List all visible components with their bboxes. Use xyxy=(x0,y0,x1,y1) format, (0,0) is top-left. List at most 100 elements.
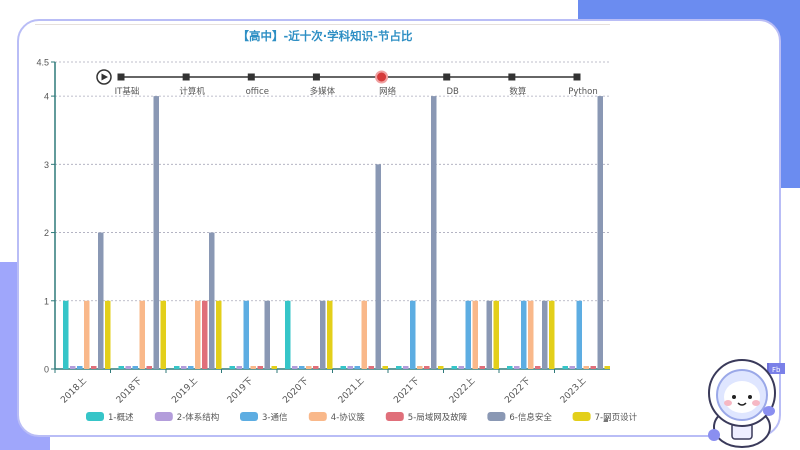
bar[interactable] xyxy=(299,366,305,369)
bar[interactable] xyxy=(105,300,111,369)
bar[interactable] xyxy=(98,232,104,369)
bar[interactable] xyxy=(382,366,389,369)
bar[interactable] xyxy=(63,300,69,369)
bar[interactable] xyxy=(292,366,298,369)
timeline-label[interactable]: DB xyxy=(447,87,460,97)
bar[interactable] xyxy=(521,300,527,369)
bar[interactable] xyxy=(590,366,597,369)
timeline-label[interactable]: IT基础 xyxy=(115,86,140,97)
legend-swatch[interactable] xyxy=(154,412,173,421)
timeline-node[interactable] xyxy=(312,73,320,81)
legend-item[interactable]: 7-网页设计 xyxy=(595,412,638,423)
bar[interactable] xyxy=(431,96,437,369)
bar[interactable] xyxy=(77,366,83,369)
bar[interactable] xyxy=(84,300,90,369)
bar[interactable] xyxy=(306,366,312,369)
bar[interactable] xyxy=(153,96,160,369)
bar[interactable] xyxy=(514,366,520,369)
legend-swatch[interactable] xyxy=(572,412,591,421)
resize-handle-icon[interactable] xyxy=(603,417,608,422)
bar[interactable] xyxy=(174,366,180,369)
timeline-node[interactable] xyxy=(573,73,581,81)
bar[interactable] xyxy=(549,300,555,369)
bar[interactable] xyxy=(583,366,590,369)
bar[interactable] xyxy=(250,366,257,369)
bar[interactable] xyxy=(216,300,222,369)
bar[interactable] xyxy=(243,300,250,369)
bar[interactable] xyxy=(347,366,354,369)
bar[interactable] xyxy=(569,366,576,369)
legend-swatch[interactable] xyxy=(86,412,104,421)
bar[interactable] xyxy=(271,366,278,369)
bar[interactable] xyxy=(424,366,430,369)
bar[interactable] xyxy=(209,232,215,369)
timeline-node[interactable] xyxy=(247,73,255,81)
bar[interactable] xyxy=(375,164,382,369)
bar[interactable] xyxy=(257,366,264,369)
bar[interactable] xyxy=(236,366,243,369)
bar[interactable] xyxy=(70,366,76,369)
bar[interactable] xyxy=(507,366,513,369)
legend-swatch[interactable] xyxy=(487,412,506,421)
bar[interactable] xyxy=(451,366,458,369)
bar[interactable] xyxy=(417,366,423,369)
bar[interactable] xyxy=(535,366,541,369)
bar[interactable] xyxy=(403,366,409,369)
bar[interactable] xyxy=(528,300,534,369)
bar[interactable] xyxy=(91,366,97,369)
bar[interactable] xyxy=(597,96,604,369)
bar[interactable] xyxy=(132,366,139,369)
timeline-label[interactable]: Python xyxy=(568,87,597,97)
bar[interactable] xyxy=(313,366,319,369)
bar[interactable] xyxy=(361,300,368,369)
bar[interactable] xyxy=(264,300,271,369)
legend-item[interactable]: 6-信息安全 xyxy=(509,412,552,423)
bar[interactable] xyxy=(604,366,611,369)
timeline-node-active[interactable] xyxy=(375,70,389,84)
bar[interactable] xyxy=(472,300,479,369)
bar[interactable] xyxy=(181,366,187,369)
bar[interactable] xyxy=(410,300,416,369)
bar[interactable] xyxy=(542,300,548,369)
legend-item[interactable]: 3-通信 xyxy=(262,412,288,423)
bar[interactable] xyxy=(146,366,153,369)
bar[interactable] xyxy=(285,300,291,369)
legend-item[interactable]: 5-局域网及故障 xyxy=(408,412,468,423)
bar[interactable] xyxy=(160,300,167,369)
bar[interactable] xyxy=(354,366,361,369)
bar[interactable] xyxy=(493,300,500,369)
timeline-node[interactable] xyxy=(443,73,451,81)
bar[interactable] xyxy=(396,366,402,369)
bar[interactable] xyxy=(465,300,472,369)
bar[interactable] xyxy=(229,366,236,369)
timeline-label[interactable]: 计算机 xyxy=(179,86,205,97)
bar[interactable] xyxy=(340,366,347,369)
timeline-label[interactable]: 多媒体 xyxy=(310,86,336,97)
timeline-node[interactable] xyxy=(182,73,190,81)
bar[interactable] xyxy=(562,366,569,369)
bar[interactable] xyxy=(327,300,333,369)
bar[interactable] xyxy=(195,300,201,369)
bar[interactable] xyxy=(320,300,326,369)
bar[interactable] xyxy=(576,300,583,369)
timeline-node[interactable] xyxy=(508,73,516,81)
legend-item[interactable]: 1-概述 xyxy=(108,412,134,423)
bar[interactable] xyxy=(139,300,146,369)
bar[interactable] xyxy=(125,366,132,369)
bar[interactable] xyxy=(188,366,194,369)
legend-swatch[interactable] xyxy=(308,412,327,421)
bar[interactable] xyxy=(458,366,465,369)
legend-item[interactable]: 2-体系结构 xyxy=(177,412,219,423)
legend-swatch[interactable] xyxy=(240,412,258,421)
timeline-label[interactable]: office xyxy=(246,87,269,97)
timeline-label[interactable]: 数算 xyxy=(509,86,527,97)
timeline-node[interactable] xyxy=(117,73,125,81)
bar[interactable] xyxy=(438,366,444,369)
bar[interactable] xyxy=(479,366,486,369)
legend-swatch[interactable] xyxy=(385,412,404,421)
bar[interactable] xyxy=(486,300,493,369)
bar[interactable] xyxy=(118,366,125,369)
bar[interactable] xyxy=(368,366,375,369)
bar[interactable] xyxy=(202,300,208,369)
legend-item[interactable]: 4-协议簇 xyxy=(331,412,365,423)
